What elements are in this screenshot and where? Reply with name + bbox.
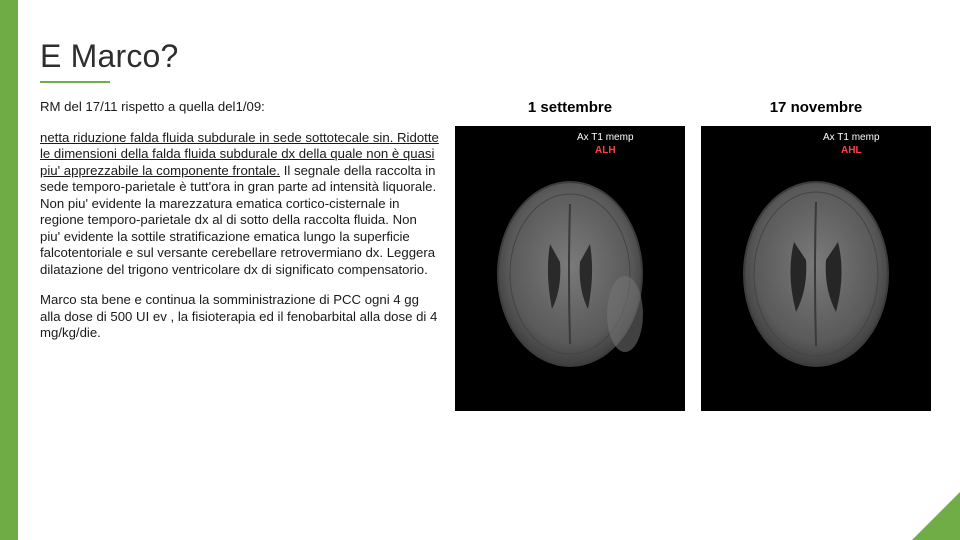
scan1-image: Ax T1 memp ALH — [455, 126, 685, 411]
scan2-date: 17 novembre — [770, 99, 863, 116]
accent-left-band — [0, 0, 18, 540]
scan1-column: 1 settembre Ax T1 memp ALH — [454, 99, 686, 411]
scan1-label-white: Ax T1 memp — [577, 132, 634, 143]
slide-title: E Marco? — [40, 38, 940, 75]
text-column: RM del 17/11 rispetto a quella del1/09: … — [40, 99, 440, 411]
scan2-label-red: AHL — [841, 145, 862, 156]
title-underline — [40, 81, 110, 83]
columns: RM del 17/11 rispetto a quella del1/09: … — [40, 99, 940, 411]
paragraph-findings: netta riduzione falda fluida subdurale i… — [40, 130, 440, 279]
scan1-label-red: ALH — [595, 145, 616, 156]
scan2-image: Ax T1 memp AHL — [701, 126, 931, 411]
scan2-brain-illustration — [736, 174, 896, 374]
scan1-date: 1 settembre — [528, 99, 612, 116]
scan2-label-white: Ax T1 memp — [823, 132, 880, 143]
paragraph-status: Marco sta bene e continua la somministra… — [40, 292, 440, 342]
corner-triangle-icon — [912, 492, 960, 540]
slide-content: E Marco? RM del 17/11 rispetto a quella … — [40, 38, 940, 411]
scan1-brain-illustration — [490, 174, 650, 374]
scan2-column: 17 novembre Ax T1 memp AHL — [700, 99, 932, 411]
findings-rest: Il segnale della raccolta in sede tempor… — [40, 163, 436, 277]
paragraph-intro: RM del 17/11 rispetto a quella del1/09: — [40, 99, 440, 116]
